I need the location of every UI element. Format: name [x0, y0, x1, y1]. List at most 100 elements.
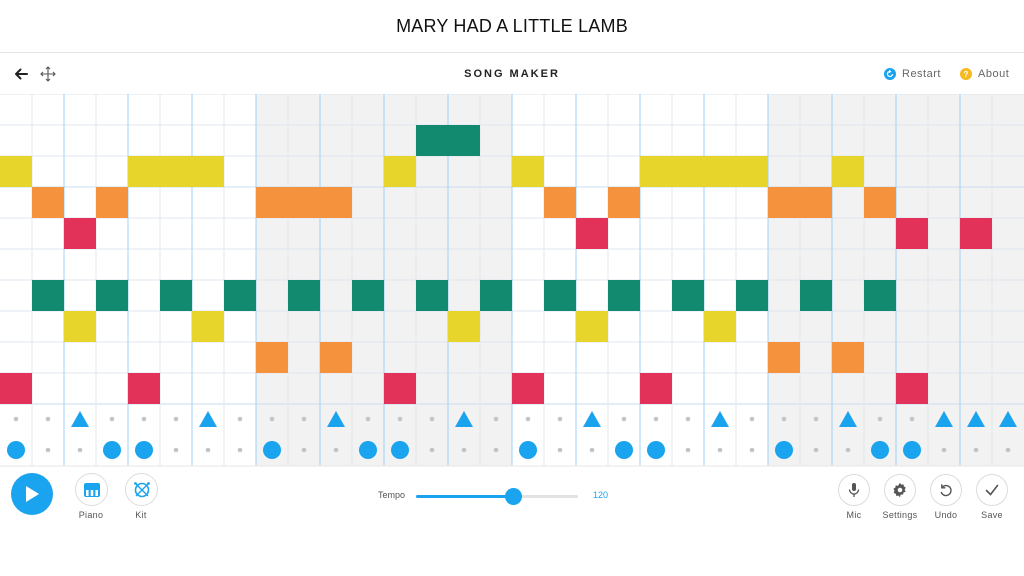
rhythm-circle [7, 441, 25, 459]
melody-note [96, 280, 128, 311]
melody-note [576, 311, 608, 342]
melody-note [608, 187, 640, 218]
rhythm-dot [781, 416, 787, 422]
piano-icon [83, 482, 100, 497]
restart-button[interactable]: Restart [884, 53, 941, 95]
melody-note [352, 280, 384, 311]
rhythm-dot [557, 447, 563, 453]
mic-button[interactable] [838, 474, 870, 506]
melody-note [672, 156, 704, 187]
melody-note [128, 156, 160, 187]
melody-note [896, 218, 928, 249]
melody-note [0, 156, 32, 187]
rhythm-circle [519, 441, 537, 459]
restart-icon [884, 68, 896, 80]
mic-icon [848, 483, 860, 497]
rhythm-dot [141, 416, 147, 422]
melody-note [288, 187, 320, 218]
tempo-value: 120 [593, 490, 609, 500]
melody-note [864, 187, 896, 218]
melody-note [800, 187, 832, 218]
rhythm-dot [45, 447, 51, 453]
melody-note [256, 342, 288, 373]
rhythm-dot [45, 416, 51, 422]
rhythm-dot [525, 416, 531, 422]
move-button[interactable] [40, 53, 56, 95]
melody-note [160, 156, 192, 187]
melody-note [512, 373, 544, 404]
rhythm-dot [877, 416, 883, 422]
melody-note [768, 342, 800, 373]
melody-note [192, 156, 224, 187]
rhythm-dot [685, 416, 691, 422]
gear-icon [893, 482, 906, 498]
rhythm-dot [493, 447, 499, 453]
rhythm-dot [909, 416, 915, 422]
sequencer-grid[interactable] [0, 94, 1024, 468]
rhythm-triangle [583, 411, 601, 427]
melody-note [960, 218, 992, 249]
about-button[interactable]: ? About [960, 53, 1009, 95]
note-grid[interactable] [0, 94, 1024, 468]
rhythm-dot [685, 447, 691, 453]
rhythm-circle [391, 441, 409, 459]
back-button[interactable] [14, 53, 28, 95]
melody-note [704, 156, 736, 187]
melody-note [32, 280, 64, 311]
tempo-slider[interactable] [416, 488, 578, 505]
rhythm-dot [621, 416, 627, 422]
undo-button[interactable] [930, 474, 962, 506]
melody-note [416, 280, 448, 311]
check-icon [985, 484, 999, 496]
rhythm-circle [263, 441, 281, 459]
rhythm-dot [813, 416, 819, 422]
rhythm-dot [173, 416, 179, 422]
rhythm-circle [903, 441, 921, 459]
melody-note [608, 280, 640, 311]
melody-note [64, 311, 96, 342]
tempo-slider-thumb[interactable] [505, 488, 523, 505]
piano-button[interactable] [75, 473, 108, 506]
melody-note [288, 280, 320, 311]
melody-note [128, 373, 160, 404]
melody-note [448, 311, 480, 342]
settings-button[interactable] [884, 474, 916, 506]
rhythm-triangle [455, 411, 473, 427]
play-button[interactable] [11, 473, 53, 515]
settings-label: Settings [882, 510, 918, 520]
rhythm-dot [109, 416, 115, 422]
melody-note [0, 373, 32, 404]
undo-icon [940, 484, 952, 497]
save-button[interactable] [976, 474, 1008, 506]
question-icon: ? [960, 68, 972, 80]
melody-note [448, 125, 480, 156]
melody-note [576, 218, 608, 249]
rhythm-dot [77, 447, 83, 453]
rhythm-dot [813, 447, 819, 453]
rhythm-dot [749, 416, 755, 422]
melody-note [96, 187, 128, 218]
melody-note [736, 156, 768, 187]
melody-note [768, 187, 800, 218]
rhythm-dot [493, 416, 499, 422]
kit-button[interactable] [125, 473, 158, 506]
restart-label: Restart [902, 68, 941, 80]
rhythm-dot [237, 416, 243, 422]
rhythm-triangle [999, 411, 1017, 427]
melody-note [640, 156, 672, 187]
melody-note [384, 156, 416, 187]
about-label: About [978, 68, 1010, 80]
kit-label: Kit [135, 510, 147, 520]
rhythm-dot [237, 447, 243, 453]
rhythm-triangle [327, 411, 345, 427]
app-title: SONG MAKER [464, 68, 560, 80]
rhythm-dot [13, 416, 19, 422]
rhythm-dot [397, 416, 403, 422]
rhythm-dot [717, 447, 723, 453]
rhythm-circle [359, 441, 377, 459]
melody-note [256, 187, 288, 218]
melody-note [224, 280, 256, 311]
song-caption: MARY HAD A LITTLE LAMB [396, 15, 628, 36]
melody-note [544, 187, 576, 218]
undo-label: Undo [934, 510, 958, 520]
